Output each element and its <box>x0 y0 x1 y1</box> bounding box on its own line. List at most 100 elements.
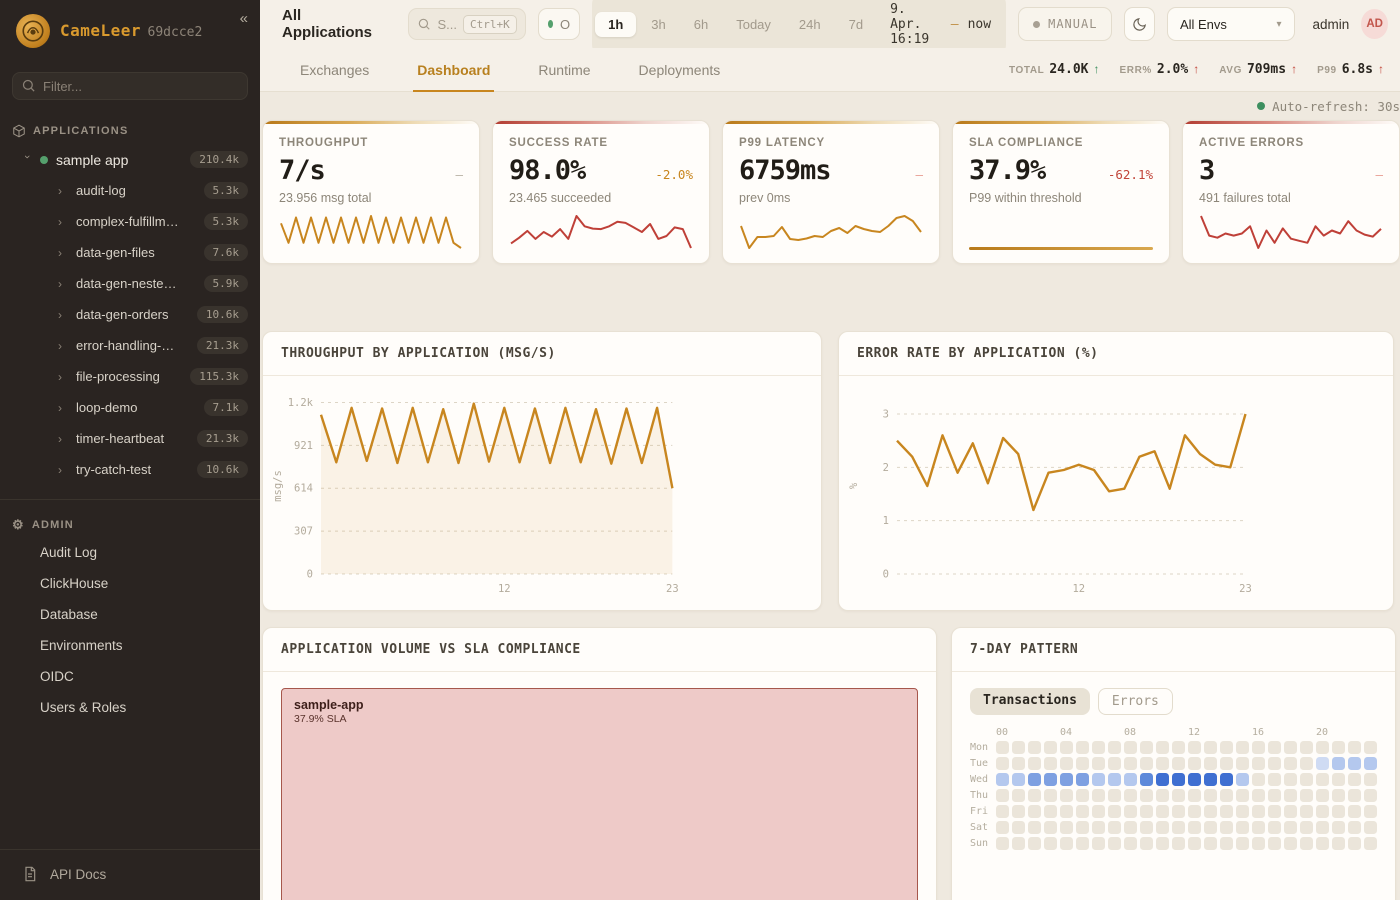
heatmap-cell[interactable] <box>1108 821 1121 834</box>
heatmap-cell[interactable] <box>1108 837 1121 850</box>
sidebar-item-sample-app[interactable]: › sample app 210.4k <box>0 144 260 175</box>
heatmap-cell[interactable] <box>1060 757 1073 770</box>
heatmap-cell[interactable] <box>1300 837 1313 850</box>
heatmap-cell[interactable] <box>1012 773 1025 786</box>
heatmap-cell[interactable] <box>1268 773 1281 786</box>
heatmap-cell[interactable] <box>1204 741 1217 754</box>
heatmap-cell[interactable] <box>1364 741 1377 754</box>
heatmap-cell[interactable] <box>1316 821 1329 834</box>
heatmap-cell[interactable] <box>1220 741 1233 754</box>
time-range-1h[interactable]: 1h <box>595 11 637 37</box>
heatmap-cell[interactable] <box>1028 821 1041 834</box>
heatmap-cell[interactable] <box>1348 821 1361 834</box>
heatmap-cell[interactable] <box>1044 789 1057 802</box>
heatmap-cell[interactable] <box>1268 805 1281 818</box>
global-search[interactable]: S... Ctrl+K <box>408 8 526 40</box>
heatmap-cell[interactable] <box>1316 837 1329 850</box>
toggle-transactions[interactable]: Transactions <box>970 688 1090 715</box>
time-range-3h[interactable]: 3h <box>651 16 666 32</box>
heatmap-cell[interactable] <box>1172 837 1185 850</box>
environment-select[interactable]: All Envs ▾ <box>1166 7 1295 41</box>
heatmap-cell[interactable] <box>1252 773 1265 786</box>
heatmap-cell[interactable] <box>1140 741 1153 754</box>
heatmap-cell[interactable] <box>1316 789 1329 802</box>
heatmap-cell[interactable] <box>1012 805 1025 818</box>
heatmap-cell[interactable] <box>1140 821 1153 834</box>
heatmap-cell[interactable] <box>1316 773 1329 786</box>
heatmap-cell[interactable] <box>1156 805 1169 818</box>
heatmap-cell[interactable] <box>1060 805 1073 818</box>
heatmap-cell[interactable] <box>1172 757 1185 770</box>
heatmap-cell[interactable] <box>1076 773 1089 786</box>
heatmap-cell[interactable] <box>1364 757 1377 770</box>
heatmap-cell[interactable] <box>1284 757 1297 770</box>
time-range-24h[interactable]: 24h <box>798 16 821 32</box>
heatmap-cell[interactable] <box>1348 805 1361 818</box>
heatmap-cell[interactable] <box>1332 741 1345 754</box>
heatmap-cell[interactable] <box>1236 805 1249 818</box>
heatmap-cell[interactable] <box>1300 741 1313 754</box>
heatmap-cell[interactable] <box>1076 805 1089 818</box>
heatmap-cell[interactable] <box>1012 757 1025 770</box>
heatmap-cell[interactable] <box>1124 837 1137 850</box>
heatmap-cell[interactable] <box>1188 821 1201 834</box>
heatmap-cell[interactable] <box>1076 757 1089 770</box>
heatmap-cell[interactable] <box>1300 757 1313 770</box>
heatmap-cell[interactable] <box>1124 773 1137 786</box>
heatmap-cell[interactable] <box>1204 789 1217 802</box>
heatmap-cell[interactable] <box>1060 741 1073 754</box>
sidebar-item-file-processing[interactable]: › file-processing 115.3k <box>0 361 260 392</box>
heatmap-cell[interactable] <box>1172 821 1185 834</box>
api-docs-link[interactable]: API Docs <box>0 849 260 900</box>
heatmap-cell[interactable] <box>1316 805 1329 818</box>
sidebar-item-try-catch-test[interactable]: › try-catch-test 10.6k <box>0 454 260 485</box>
heatmap-cell[interactable] <box>1284 821 1297 834</box>
heatmap-cell[interactable] <box>1364 837 1377 850</box>
heatmap-cell[interactable] <box>1300 821 1313 834</box>
treemap-cell-sample-app[interactable]: sample-app 37.9% SLA <box>281 688 918 900</box>
heatmap-cell[interactable] <box>1364 773 1377 786</box>
heatmap-cell[interactable] <box>1284 773 1297 786</box>
heatmap-cell[interactable] <box>996 757 1009 770</box>
manual-refresh-button[interactable]: MANUAL <box>1018 7 1113 41</box>
heatmap-cell[interactable] <box>1252 789 1265 802</box>
heatmap-cell[interactable] <box>1364 821 1377 834</box>
heatmap-cell[interactable] <box>1284 789 1297 802</box>
heatmap-cell[interactable] <box>1092 789 1105 802</box>
heatmap-cell[interactable] <box>1140 837 1153 850</box>
heatmap-cell[interactable] <box>1044 773 1057 786</box>
heatmap-cell[interactable] <box>1108 805 1121 818</box>
sidebar-item-database[interactable]: Database <box>40 607 98 622</box>
sidebar-item-complex-fulfillment[interactable]: › complex-fulfillm… 5.3k <box>0 206 260 237</box>
heatmap-cell[interactable] <box>1060 821 1073 834</box>
heatmap-cell[interactable] <box>1172 773 1185 786</box>
heatmap-cell[interactable] <box>1044 805 1057 818</box>
heatmap-cell[interactable] <box>1220 805 1233 818</box>
sidebar-item-users-roles[interactable]: Users & Roles <box>40 700 127 715</box>
heatmap-cell[interactable] <box>1188 773 1201 786</box>
toggle-errors[interactable]: Errors <box>1097 688 1173 715</box>
heatmap-cell[interactable] <box>1252 757 1265 770</box>
heatmap-cell[interactable] <box>1108 773 1121 786</box>
heatmap-cell[interactable] <box>1124 821 1137 834</box>
heatmap-cell[interactable] <box>1252 805 1265 818</box>
heatmap-cell[interactable] <box>1284 837 1297 850</box>
time-range-6h[interactable]: 6h <box>693 16 709 32</box>
tab-runtime[interactable]: Runtime <box>538 61 591 78</box>
heatmap-cell[interactable] <box>1108 757 1121 770</box>
heatmap-cell[interactable] <box>1300 789 1313 802</box>
heatmap-cell[interactable] <box>1028 837 1041 850</box>
heatmap-cell[interactable] <box>1076 789 1089 802</box>
avatar[interactable]: AD <box>1361 9 1388 39</box>
heatmap-cell[interactable] <box>1220 773 1233 786</box>
heatmap-cell[interactable] <box>1140 805 1153 818</box>
heatmap-cell[interactable] <box>1236 773 1249 786</box>
heatmap-cell[interactable] <box>1156 837 1169 850</box>
heatmap-cell[interactable] <box>1156 789 1169 802</box>
heatmap-cell[interactable] <box>1188 789 1201 802</box>
heatmap-cell[interactable] <box>1188 741 1201 754</box>
heatmap-cell[interactable] <box>1028 805 1041 818</box>
heatmap-cell[interactable] <box>1108 741 1121 754</box>
heatmap-cell[interactable] <box>1332 757 1345 770</box>
heatmap-cell[interactable] <box>1140 757 1153 770</box>
